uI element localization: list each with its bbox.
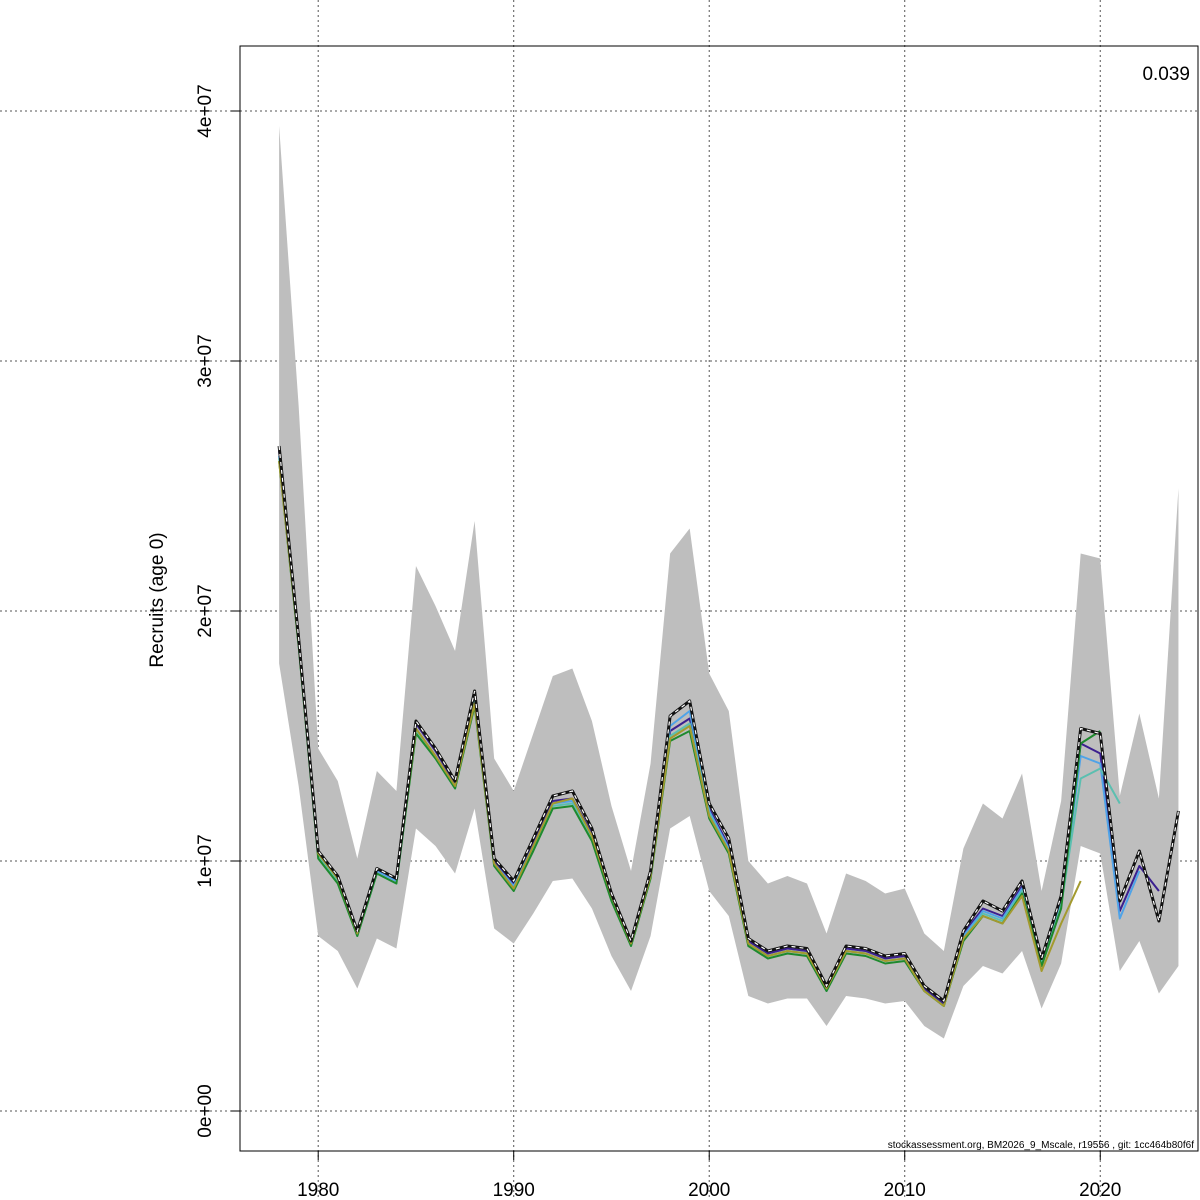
y-tick-label-3: 3e+07 [195, 334, 216, 387]
y-axis-title: Recruits (age 0) [147, 532, 168, 667]
corner-annotation: 0.039 [1142, 64, 1190, 85]
x-tick-label-2020: 2020 [1079, 1180, 1121, 1200]
confidence-band [279, 126, 1179, 1039]
x-tick-label-2000: 2000 [688, 1180, 730, 1200]
footer-text: stockassessment.org, BM2026_9_Mscale, r1… [888, 1140, 1195, 1151]
series-lines-group [277, 445, 1180, 1007]
confidence-band-group [279, 126, 1179, 1039]
x-tick-label-1980: 1980 [297, 1180, 339, 1200]
x-tick-label-2010: 2010 [884, 1180, 926, 1200]
y-tick-label-2: 2e+07 [195, 584, 216, 637]
y-tick-label-4: 4e+07 [195, 84, 216, 137]
y-axis: 0e+00 1e+07 2e+07 3e+07 4e+07 [195, 84, 240, 1138]
x-tick-label-1990: 1990 [493, 1180, 535, 1200]
plot-frame [239, 45, 1199, 1152]
y-tick-label-1: 1e+07 [195, 834, 216, 887]
y-tick-label-0: 0e+00 [195, 1084, 216, 1137]
x-axis: 1980 1990 2000 2010 2020 [297, 1151, 1121, 1200]
series-line-5-dash [278, 445, 1180, 1003]
